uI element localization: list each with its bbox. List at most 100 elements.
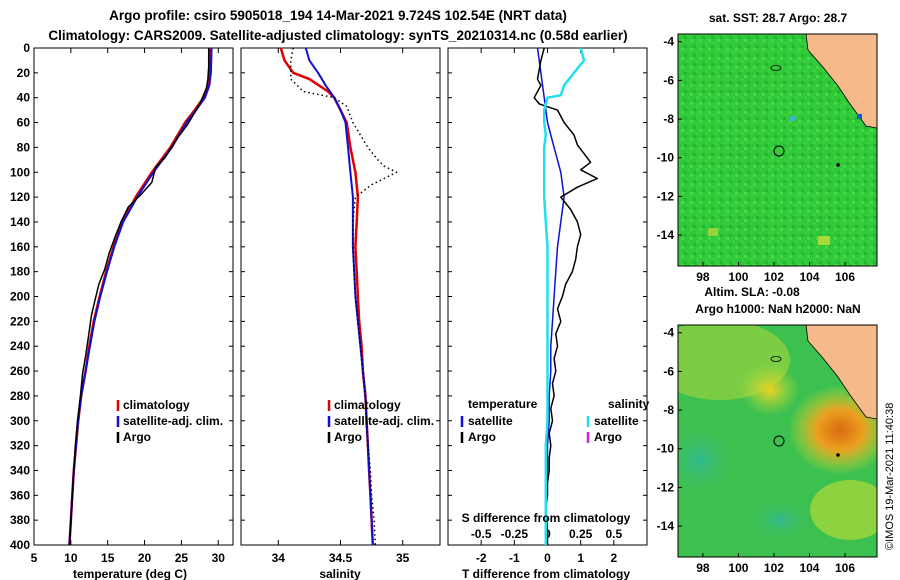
legend-header-temperature: temperature (468, 397, 538, 411)
map-x-tick-label: 98 (696, 561, 710, 575)
x-tick-label: 0 (544, 551, 551, 565)
map-x-tick-label: 104 (799, 270, 819, 284)
altim-sla-label: Altim. SLA: -0.08 (704, 285, 800, 299)
s-axis-tick-label: -0.25 (501, 527, 529, 541)
map-y-tick-label: -12 (657, 189, 675, 203)
bottom-map-axes: 98 100 102 104 106 -4 -6 -8 -10 -12 -14 (657, 326, 856, 575)
x-tick-label: 2 (610, 551, 617, 565)
small-island-marker (836, 163, 840, 167)
y-tick-label: 0 (23, 41, 30, 55)
x-tick-label: 15 (101, 551, 115, 565)
s-axis-tick-label: 0.25 (569, 527, 593, 541)
y-tick-label: 140 (10, 215, 30, 229)
s-axis-tick-label: -0.5 (471, 527, 492, 541)
y-tick-label: 80 (17, 140, 31, 154)
series-line-temperature-argo (533, 47, 599, 545)
imos-credit: ©IMOS 19-Mar-2021 11:40:38 (884, 403, 896, 550)
y-tick-label: 260 (10, 364, 30, 378)
legend-label: satellite (594, 414, 639, 428)
map-y-tick-label: -14 (657, 519, 675, 533)
map-y-tick-label: -6 (663, 73, 674, 87)
y-tick-label: 400 (10, 538, 30, 552)
y-tick-label: 220 (10, 314, 30, 328)
y-tick-label: 320 (10, 439, 30, 453)
salinity-profile-panel: 34 34.5 35 climatology satellite-adj. clim. A… (240, 47, 441, 580)
legend-header-salinity: salinity (608, 397, 650, 411)
map-y-tick-label: -6 (663, 364, 674, 378)
sst-cyan-pixel (790, 116, 795, 121)
y-tick-label: 340 (10, 463, 30, 477)
legend-label: satellite-adj. clim. (123, 414, 223, 428)
small-island-marker (836, 453, 840, 457)
sst-map (678, 34, 877, 266)
y-tick-label: 40 (17, 91, 31, 105)
x-tick-label: 10 (64, 551, 78, 565)
map-x-tick-label: 102 (764, 270, 784, 284)
s-difference-label: S difference from climatology (462, 511, 631, 525)
top-map-title: sat. SST: 28.7 Argo: 28.7 (709, 11, 848, 25)
y-tick-label: 280 (10, 389, 30, 403)
sst-warm-pixel (818, 236, 830, 245)
map-x-tick-label: 100 (728, 270, 748, 284)
s-axis-tick-label: 0.5 (605, 527, 622, 541)
map-y-tick-label: -4 (663, 326, 674, 340)
x-tick-label: 20 (138, 551, 152, 565)
island-top (770, 65, 782, 71)
sst-warm-pixel (708, 228, 718, 236)
salinity-plot-frame (240, 47, 441, 546)
x-tick-label: 30 (212, 551, 226, 565)
sla-blob (788, 385, 877, 475)
land-sumatra-java-bottom (805, 325, 877, 420)
land-sumatra-java-top (805, 34, 877, 129)
map-y-tick-label: -10 (657, 442, 675, 456)
series-line-salinity-satellite (542, 47, 586, 545)
y-tick-label: 380 (10, 513, 30, 527)
salinity-xlabel: salinity (319, 567, 361, 580)
title-line-2: Climatology: CARS2009. Satellite-adjuste… (48, 28, 627, 43)
series-line-temperature-satellite (536, 47, 565, 545)
map-x-tick-label: 102 (764, 561, 784, 575)
argo-location-marker (773, 145, 785, 157)
island-bottom (770, 356, 782, 362)
sla-blob (740, 364, 800, 416)
map-x-tick-label: 106 (835, 561, 855, 575)
top-map-frame (677, 33, 878, 267)
x-tick-label: 1 (577, 551, 584, 565)
map-x-tick-label: 106 (835, 270, 855, 284)
map-y-tick-label: -12 (657, 480, 675, 494)
y-tick-label: 300 (10, 414, 30, 428)
x-tick-label: -1 (509, 551, 520, 565)
t-difference-xlabel: T difference from climatology (462, 567, 630, 580)
map-x-tick-label: 100 (728, 561, 748, 575)
temperature-profile-panel: 0 20 40 60 80 100 120 140 160 180 200 220 240 260 280 3… (10, 41, 234, 580)
map-y-tick-label: -8 (663, 403, 674, 417)
sla-map (678, 325, 877, 557)
legend-label: satellite (468, 414, 513, 428)
map-y-tick-label: -4 (663, 35, 674, 49)
sla-blob (678, 426, 734, 494)
legend-label: climatology (123, 398, 190, 412)
title-line-1: Argo profile: csiro 5905018_194 14-Mar-2… (109, 8, 567, 23)
sst-blue-pixel (857, 114, 862, 119)
legend-label: Argo (468, 430, 496, 444)
top-map-axes: 98 100 102 104 106 -4 -6 -8 -10 -12 -14 (657, 35, 856, 284)
legend-label: climatology (334, 398, 401, 412)
legend-label: Argo (123, 430, 151, 444)
x-tick-label: 5 (31, 551, 38, 565)
x-tick-label: 34.5 (329, 551, 353, 565)
sla-blob (810, 480, 877, 540)
x-tick-label: 35 (396, 551, 410, 565)
y-tick-label: 200 (10, 290, 30, 304)
y-tick-label: 100 (10, 165, 30, 179)
temperature-plot-frame (33, 47, 234, 546)
y-tick-label: 160 (10, 240, 30, 254)
temperature-xlabel: temperature (deg C) (73, 567, 187, 580)
x-tick-label: -2 (476, 551, 487, 565)
map-x-tick-label: 98 (696, 270, 710, 284)
map-y-tick-label: -8 (663, 112, 674, 126)
y-tick-label: 240 (10, 339, 30, 353)
argo-location-marker (773, 435, 785, 447)
